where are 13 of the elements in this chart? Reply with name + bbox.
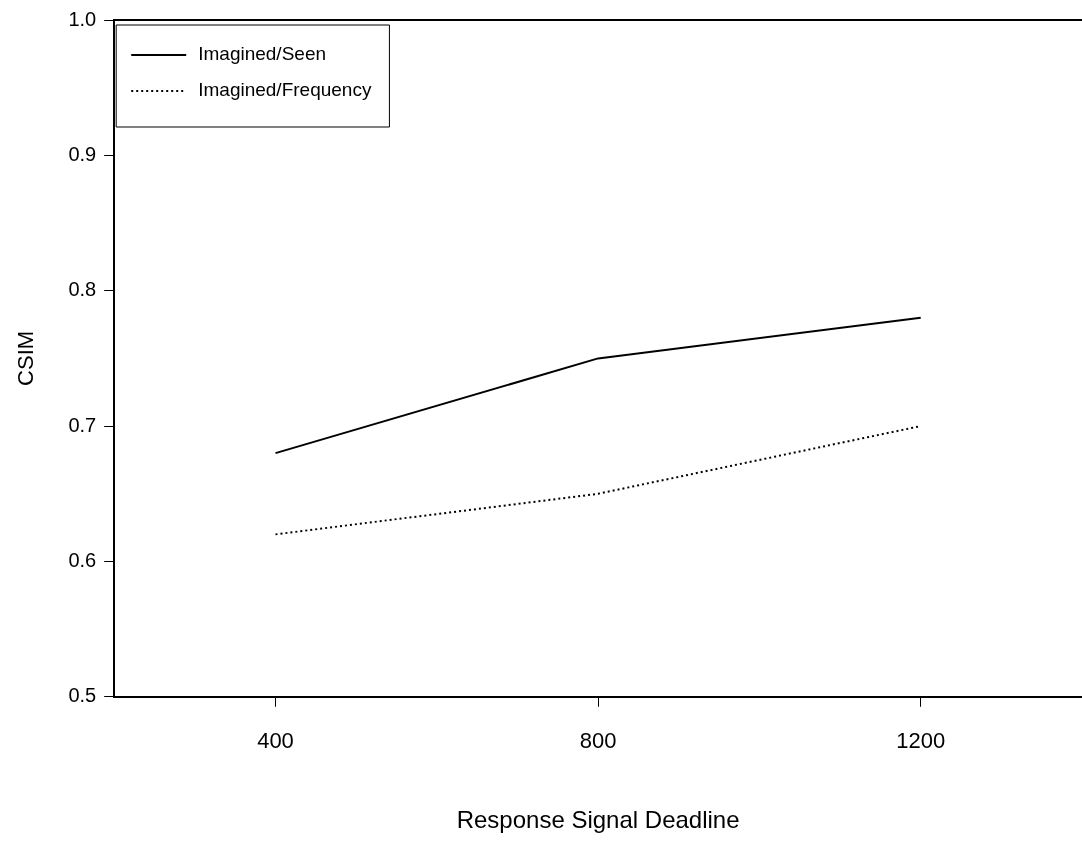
x-axis-title: Response Signal Deadline (456, 806, 740, 834)
y-tick-label: 0.7 (68, 413, 97, 436)
y-tick-label: 0.8 (68, 278, 97, 301)
legend-label: Imagined/Frequency (198, 79, 372, 101)
y-tick-label: 0.6 (68, 548, 97, 571)
legend-label: Imagined/Seen (198, 43, 327, 65)
y-tick-label: 0.9 (68, 142, 97, 165)
y-axis-title: CSIM (13, 330, 39, 386)
x-tick-label: 1200 (896, 728, 946, 754)
x-tick-label: 400 (257, 728, 294, 754)
y-tick-label: 1.0 (68, 7, 97, 30)
x-tick-label: 800 (579, 728, 617, 754)
y-tick-label: 0.5 (68, 684, 97, 707)
